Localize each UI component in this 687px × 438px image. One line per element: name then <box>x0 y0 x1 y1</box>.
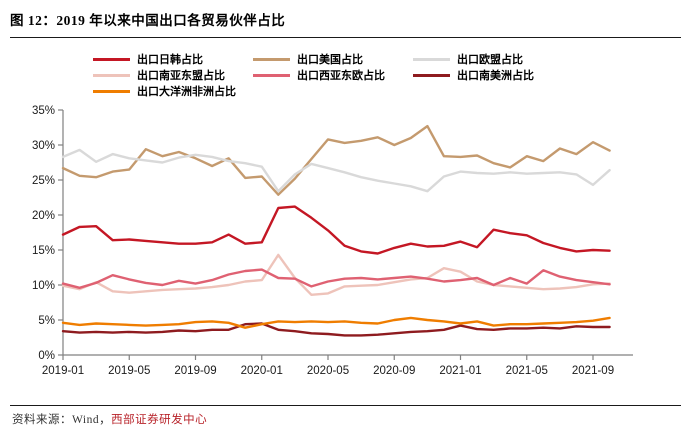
series-line-exports-oceania-africa-share <box>61 316 611 329</box>
y-axis-label: 35% <box>32 105 55 117</box>
legend-swatch <box>93 89 130 93</box>
figure-title: 图 12：2019 年以来中国出口各贸易伙伴占比 <box>10 13 286 28</box>
legend-item-exports-west-asia-east-europe-share: 出口西亚东欧占比 <box>253 67 413 83</box>
y-axis-label: 15% <box>32 245 55 257</box>
source-org: 西部证券研发中心 <box>111 414 208 426</box>
legend-item-exports-south-america-share: 出口南美洲占比 <box>413 67 633 83</box>
legend-item-exports-eu-share: 出口欧盟占比 <box>413 51 633 67</box>
series-line-exports-west-asia-east-europe-share <box>61 268 611 289</box>
y-axis-label: 30% <box>32 140 55 152</box>
chart-legend: 出口日韩占比 出口美国占比 出口欧盟占比出口南亚东盟占比 出口西亚东欧占比 出口南美洲占… <box>93 51 633 99</box>
series-line-exports-south-america-share <box>61 322 611 337</box>
series-line-exports-south-asia-asean-share <box>61 253 611 296</box>
legend-label: 出口南亚东盟占比 <box>137 70 225 82</box>
x-axis-label: 2021-09 <box>572 365 614 377</box>
legend-label: 出口大洋洲非洲占比 <box>137 86 236 98</box>
source-label: 资料来源：Wind， <box>12 414 112 426</box>
legend-swatch <box>93 57 130 61</box>
legend-swatch <box>413 73 450 77</box>
y-axis-label: 25% <box>32 175 55 187</box>
legend-label: 出口南美洲占比 <box>457 70 534 82</box>
x-axis-label: 2020-05 <box>307 365 349 377</box>
legend-item-exports-oceania-africa-share: 出口大洋洲非洲占比 <box>93 83 253 99</box>
legend-item-exports-us-share: 出口美国占比 <box>253 51 413 67</box>
x-axis-label: 2019-01 <box>42 365 84 377</box>
legend-swatch <box>253 73 290 77</box>
x-axis-label: 2019-05 <box>108 365 150 377</box>
legend-label: 出口日韩占比 <box>137 54 203 66</box>
x-axis-label: 2021-01 <box>439 365 481 377</box>
x-axis-label: 2020-01 <box>241 365 283 377</box>
legend-item-exports-south-asia-asean-share: 出口南亚东盟占比 <box>93 67 253 83</box>
legend-item-exports-japan-korea-share: 出口日韩占比 <box>93 51 253 67</box>
footer-divider <box>10 405 681 406</box>
axis-frame <box>62 110 633 356</box>
x-axis-label: 2020-09 <box>373 365 415 377</box>
series-line-exports-japan-korea-share <box>61 205 611 255</box>
legend-label: 出口西亚东欧占比 <box>297 70 385 82</box>
legend-swatch <box>93 73 130 77</box>
title-divider <box>10 37 681 38</box>
y-axis-label: 5% <box>38 315 55 327</box>
x-axis-label: 2019-09 <box>174 365 216 377</box>
series-line-exports-eu-share <box>61 148 611 193</box>
y-axis-label: 10% <box>32 280 55 292</box>
y-axis-label: 20% <box>32 210 55 222</box>
legend-label: 出口美国占比 <box>297 54 363 66</box>
legend-swatch <box>413 57 450 61</box>
x-axis-label: 2021-05 <box>506 365 548 377</box>
source-note: 资料来源：Wind，西部证券研发中心 <box>12 411 207 427</box>
series-line-exports-us-share <box>61 124 611 196</box>
y-axis-label: 0% <box>38 350 55 362</box>
legend-label: 出口欧盟占比 <box>457 54 523 66</box>
legend-swatch <box>253 57 290 61</box>
